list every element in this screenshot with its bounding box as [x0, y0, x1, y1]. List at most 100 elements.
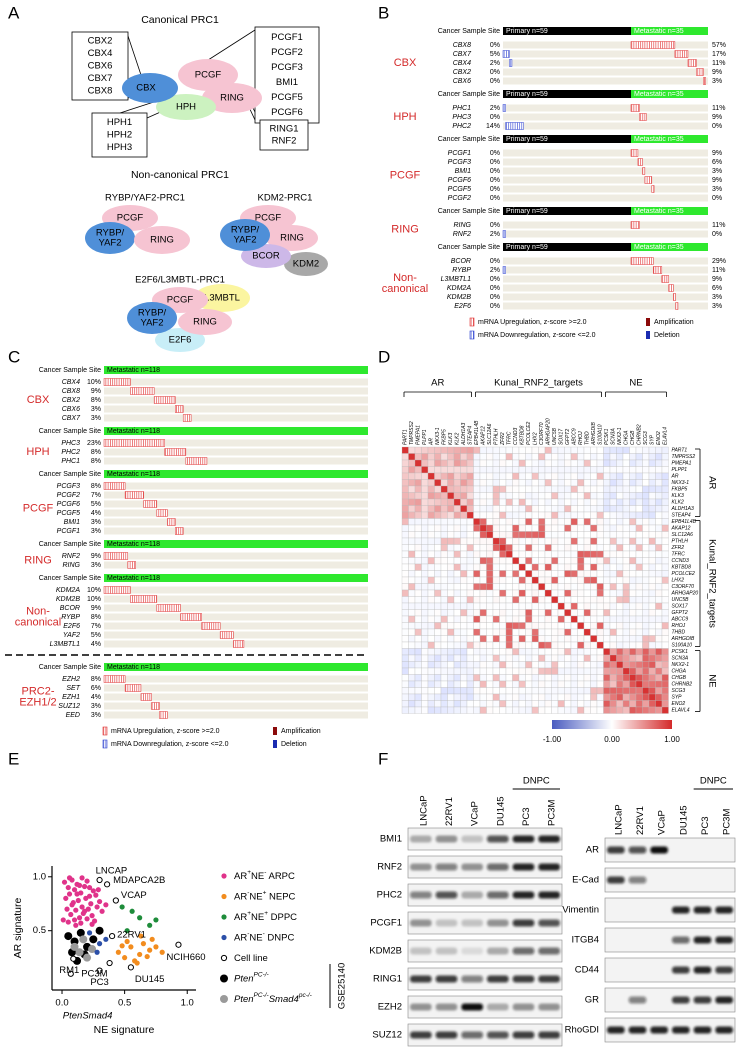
heatmap-cell — [512, 648, 520, 656]
heatmap-cell — [648, 563, 656, 571]
heatmap-cell — [466, 531, 474, 539]
heatmap-cell — [622, 641, 630, 649]
heatmap-cell — [440, 550, 448, 558]
alteration-mark — [639, 113, 647, 121]
heatmap-cell — [505, 687, 513, 695]
heatmap-cell — [583, 511, 591, 519]
subunit-label: RING — [220, 93, 244, 104]
dataset-label: GSE25140 — [337, 963, 348, 1009]
column-label: CCND3 — [513, 428, 519, 445]
heatmap-cell — [440, 609, 448, 617]
heatmap-cell — [661, 602, 669, 610]
heatmap-cell — [434, 680, 442, 688]
heatmap-cell — [655, 472, 663, 480]
heatmap-cell — [421, 466, 429, 474]
subunit-label: KDM2 — [293, 259, 319, 270]
heatmap-cell — [583, 485, 591, 493]
heatmap-cell — [414, 609, 422, 617]
lane-label: LNCaP — [418, 795, 429, 826]
heatmap-cell — [486, 693, 494, 701]
heatmap-cell — [466, 563, 474, 571]
band — [410, 835, 432, 843]
heatmap-cell — [421, 700, 429, 708]
subunit-label: L3MBTL — [204, 293, 240, 304]
heatmap-cell — [577, 550, 585, 558]
heatmap-cell — [486, 628, 494, 636]
heatmap-cell — [473, 602, 481, 610]
heatmap-cell — [453, 576, 461, 584]
heatmap-cell — [421, 648, 429, 656]
heatmap-cell — [486, 518, 494, 526]
row-label: EPB41L4B — [672, 519, 697, 525]
heatmap-cell — [460, 479, 468, 487]
legend-text: ARPC — [266, 871, 295, 882]
heatmap-cell — [531, 505, 539, 513]
heatmap-cell — [473, 667, 481, 675]
lane-label: DU145 — [678, 805, 689, 835]
percent-label: 8% — [91, 483, 101, 490]
heatmap-cell — [401, 661, 409, 669]
heatmap-cell — [557, 602, 565, 610]
column-label: NKX2-1 — [617, 427, 623, 445]
point-annotation: MDAPCA2B — [113, 875, 165, 886]
heatmap-cell — [531, 544, 539, 552]
heatmap-cell — [635, 706, 643, 714]
heatmap-cell — [505, 654, 513, 662]
heatmap-cell — [505, 511, 513, 519]
heatmap-cell — [505, 700, 513, 708]
heatmap-cell — [434, 524, 442, 532]
heatmap-cell — [453, 615, 461, 623]
heatmap-cell — [635, 446, 643, 454]
gene-name: CBX4 — [453, 60, 471, 67]
heatmap-cell — [499, 557, 507, 565]
group-label: NE — [706, 674, 717, 687]
track — [104, 527, 368, 535]
heatmap-cell — [408, 622, 416, 630]
heatmap-cell — [655, 550, 663, 558]
heatmap-cell — [570, 446, 578, 454]
heatmap-cell — [505, 667, 513, 675]
heatmap-cell — [655, 498, 663, 506]
subunit — [122, 73, 178, 103]
heatmap-cell — [629, 485, 637, 493]
heatmap-cell — [596, 485, 604, 493]
heatmap-cell — [655, 544, 663, 552]
data-point — [96, 876, 103, 884]
blot — [407, 827, 563, 851]
group-label: AR — [706, 476, 717, 489]
band — [693, 906, 712, 914]
heatmap-cell — [466, 667, 474, 675]
heatmap-cell — [583, 518, 591, 526]
heatmap-cell — [473, 472, 481, 480]
heatmap-cell — [616, 479, 624, 487]
heatmap-cell — [629, 563, 637, 571]
heatmap-cell — [622, 570, 630, 578]
heatmap-cell — [661, 570, 669, 578]
heatmap-cell — [635, 609, 643, 617]
heatmap-cell — [661, 550, 669, 558]
heatmap-cell — [551, 563, 559, 571]
heatmap-cell — [538, 687, 546, 695]
column-label: PCOLCE2 — [526, 421, 532, 445]
alteration-mark — [675, 302, 679, 310]
heatmap-cell — [538, 563, 546, 571]
gene-name: RYBP — [61, 614, 80, 621]
heatmap-cell — [479, 492, 487, 500]
heatmap-cell — [570, 706, 578, 714]
header-bar — [631, 135, 708, 143]
blot — [604, 897, 736, 923]
percent-label: 7% — [91, 623, 101, 630]
heatmap-cell — [479, 706, 487, 714]
heatmap-cell — [655, 641, 663, 649]
heatmap-cell — [492, 667, 500, 675]
blot — [407, 939, 563, 963]
column-label: KLK2 — [455, 433, 461, 445]
alteration-mark — [630, 221, 640, 229]
heatmap-cell — [596, 576, 604, 584]
heatmap-cell — [440, 602, 448, 610]
lane-label: VCaP — [657, 810, 668, 835]
heatmap-cell — [577, 570, 585, 578]
heatmap-cell — [466, 492, 474, 500]
data-point — [76, 915, 83, 921]
